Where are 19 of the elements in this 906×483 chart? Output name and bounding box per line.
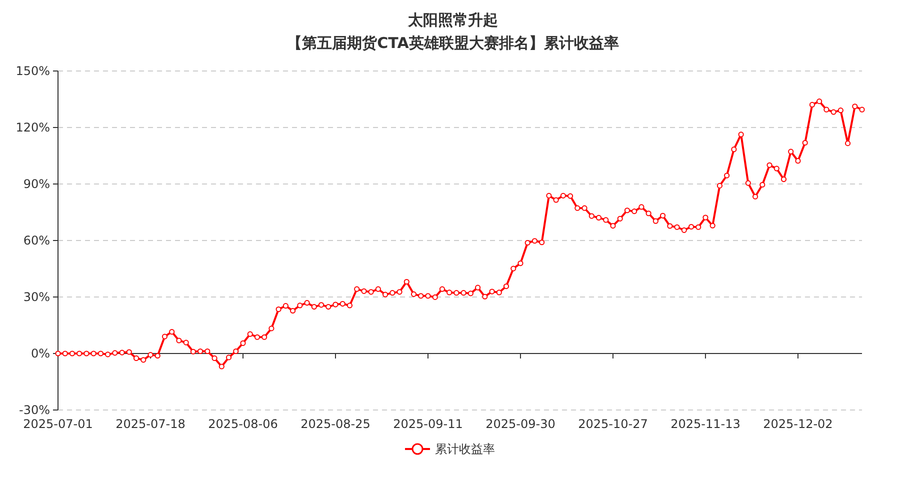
y-tick-label: 150% bbox=[16, 64, 50, 78]
y-tick-label: 120% bbox=[16, 120, 50, 134]
y-tick-label: 30% bbox=[23, 290, 50, 304]
x-tick-label: 2025-08-25 bbox=[300, 417, 370, 431]
y-tick-label: 90% bbox=[23, 177, 50, 191]
x-tick-label: 2025-12-02 bbox=[763, 417, 833, 431]
y-tick-label: 60% bbox=[23, 234, 50, 248]
x-tick-label: 2025-11-13 bbox=[670, 417, 740, 431]
legend-label: 累计收益率 bbox=[435, 442, 495, 456]
x-tick-label: 2025-08-06 bbox=[208, 417, 278, 431]
y-tick-label: -30% bbox=[18, 403, 50, 417]
x-tick-label: 2025-09-30 bbox=[486, 417, 556, 431]
y-tick-label: 0% bbox=[30, 346, 50, 360]
chart-subtitle: 【第五届期货CTA英雄联盟大赛排名】累计收益率 bbox=[287, 34, 619, 52]
chart-title: 太阳照常升起 bbox=[407, 11, 498, 29]
x-tick-label: 2025-10-27 bbox=[578, 417, 648, 431]
x-tick-label: 2025-07-18 bbox=[116, 417, 186, 431]
x-tick-label: 2025-09-11 bbox=[393, 417, 463, 431]
x-tick-label: 2025-07-01 bbox=[23, 417, 93, 431]
